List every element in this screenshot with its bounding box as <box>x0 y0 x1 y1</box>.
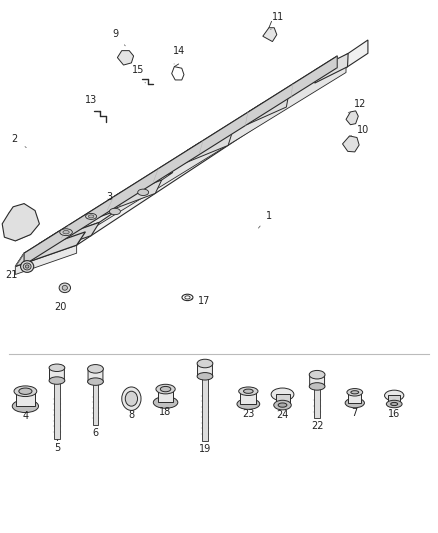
Text: 20: 20 <box>55 302 67 311</box>
Polygon shape <box>158 389 173 402</box>
Text: 19: 19 <box>199 444 211 454</box>
Text: 21: 21 <box>5 270 18 280</box>
Polygon shape <box>314 386 320 418</box>
Ellipse shape <box>23 263 31 270</box>
Text: 11: 11 <box>272 12 284 22</box>
Polygon shape <box>16 391 35 406</box>
Ellipse shape <box>25 265 29 268</box>
Ellipse shape <box>274 400 291 410</box>
FancyBboxPatch shape <box>310 374 325 387</box>
Polygon shape <box>93 382 98 425</box>
Text: 22: 22 <box>311 422 323 431</box>
Polygon shape <box>109 172 173 200</box>
Text: 16: 16 <box>388 409 400 418</box>
Polygon shape <box>32 222 99 257</box>
Text: 7: 7 <box>352 408 358 417</box>
Ellipse shape <box>49 377 65 384</box>
Polygon shape <box>54 381 60 439</box>
Polygon shape <box>187 124 244 151</box>
Ellipse shape <box>271 388 294 401</box>
Polygon shape <box>263 28 277 42</box>
FancyBboxPatch shape <box>49 367 64 382</box>
Polygon shape <box>388 395 400 404</box>
Polygon shape <box>77 40 368 245</box>
Ellipse shape <box>122 387 141 410</box>
Polygon shape <box>348 392 361 403</box>
Polygon shape <box>26 60 346 269</box>
Ellipse shape <box>309 370 325 379</box>
Text: 24: 24 <box>276 410 289 419</box>
Polygon shape <box>240 391 256 404</box>
Ellipse shape <box>125 391 138 406</box>
Ellipse shape <box>347 389 363 396</box>
Ellipse shape <box>138 189 148 196</box>
Polygon shape <box>346 111 358 125</box>
Polygon shape <box>15 245 77 274</box>
Text: 18: 18 <box>159 407 172 417</box>
Ellipse shape <box>88 365 103 373</box>
Text: 6: 6 <box>92 429 99 438</box>
FancyBboxPatch shape <box>88 368 103 383</box>
Ellipse shape <box>14 386 37 397</box>
Polygon shape <box>343 136 359 152</box>
Polygon shape <box>102 180 162 213</box>
Polygon shape <box>2 204 39 241</box>
Ellipse shape <box>85 213 97 220</box>
Ellipse shape <box>160 386 171 392</box>
Ellipse shape <box>49 364 65 372</box>
Polygon shape <box>247 94 289 125</box>
Ellipse shape <box>19 388 32 394</box>
Ellipse shape <box>385 390 404 401</box>
Ellipse shape <box>197 373 213 380</box>
Polygon shape <box>40 211 117 243</box>
Text: 15: 15 <box>132 66 145 75</box>
Text: 1: 1 <box>266 211 272 221</box>
Polygon shape <box>250 86 300 111</box>
Polygon shape <box>24 56 337 265</box>
Ellipse shape <box>278 403 287 407</box>
Text: 13: 13 <box>85 95 97 105</box>
Text: 14: 14 <box>173 46 186 56</box>
Ellipse shape <box>59 283 71 293</box>
Polygon shape <box>315 53 348 83</box>
Text: 4: 4 <box>22 411 28 421</box>
Polygon shape <box>276 394 290 405</box>
Ellipse shape <box>345 398 364 408</box>
Ellipse shape <box>63 230 69 234</box>
Ellipse shape <box>237 399 260 409</box>
Text: 23: 23 <box>242 409 254 418</box>
FancyBboxPatch shape <box>198 362 212 377</box>
Text: 3: 3 <box>106 192 113 202</box>
Ellipse shape <box>12 400 39 413</box>
Polygon shape <box>202 376 208 441</box>
Ellipse shape <box>244 389 253 393</box>
Ellipse shape <box>156 384 175 394</box>
Text: 2: 2 <box>11 134 18 144</box>
Ellipse shape <box>239 387 258 395</box>
Text: 12: 12 <box>354 99 366 109</box>
Polygon shape <box>15 56 337 266</box>
Text: 10: 10 <box>357 125 369 134</box>
Ellipse shape <box>386 400 402 408</box>
Polygon shape <box>117 51 134 65</box>
Ellipse shape <box>88 215 94 218</box>
Ellipse shape <box>60 229 72 236</box>
Ellipse shape <box>153 397 178 408</box>
Text: 17: 17 <box>198 296 211 306</box>
Text: 9: 9 <box>113 29 119 39</box>
Ellipse shape <box>88 378 103 385</box>
Ellipse shape <box>21 261 34 272</box>
Ellipse shape <box>309 383 325 390</box>
Polygon shape <box>15 232 85 266</box>
Polygon shape <box>183 132 232 164</box>
Ellipse shape <box>351 391 359 394</box>
Ellipse shape <box>197 359 213 368</box>
Ellipse shape <box>62 286 67 290</box>
Ellipse shape <box>110 208 120 215</box>
Text: 8: 8 <box>128 410 134 419</box>
Text: 5: 5 <box>54 443 60 453</box>
Ellipse shape <box>391 402 398 406</box>
